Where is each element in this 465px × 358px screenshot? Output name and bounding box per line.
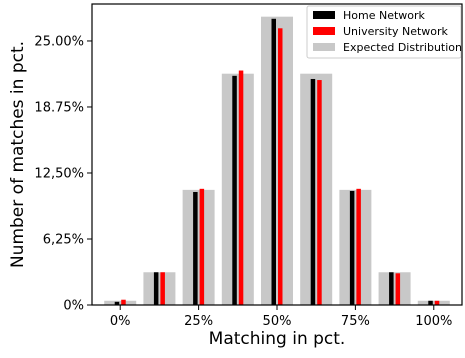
bar-home-network xyxy=(310,78,316,305)
bar-expected-distribution xyxy=(339,189,372,305)
legend: Home Network University Network Expected D… xyxy=(306,5,462,59)
bar-expected-distribution xyxy=(182,189,215,305)
legend-box xyxy=(306,5,462,59)
bar-home-network xyxy=(153,272,159,305)
legend-label: Home Network xyxy=(343,9,426,22)
bar-expected-distribution xyxy=(261,16,293,306)
bar-university-network xyxy=(199,188,205,305)
bar-university-network xyxy=(121,299,126,305)
tick-layer: 0% 6,25% 12,50% 18.75% 25.00% 0% 25% 50% 75% 100% xyxy=(34,34,452,329)
bar-university-network xyxy=(434,300,440,305)
bar-university-network xyxy=(395,273,401,305)
legend-swatch xyxy=(313,11,335,19)
x-tick-label: 100% xyxy=(415,314,452,329)
y-tick-label: 0% xyxy=(63,299,84,314)
bar-home-network xyxy=(232,75,237,306)
y-tick-label: 25.00% xyxy=(34,34,84,49)
bar-university-network xyxy=(356,188,361,305)
bar-expected-distribution xyxy=(221,73,254,305)
bar-layer xyxy=(104,16,450,306)
bar-home-network xyxy=(114,301,120,305)
legend-swatch xyxy=(313,43,335,51)
bar-home-network xyxy=(428,300,433,305)
y-tick-label: 12,50% xyxy=(34,166,84,181)
legend-label: Expected Distribution xyxy=(343,41,462,54)
bar-home-network xyxy=(193,191,198,305)
legend-label: University Network xyxy=(343,25,449,38)
x-tick-label: 25% xyxy=(184,314,213,329)
bar-home-network xyxy=(349,190,355,305)
y-tick-label: 6,25% xyxy=(43,232,84,247)
y-axis-label: Number of matches in pct. xyxy=(8,41,28,268)
x-tick-label: 0% xyxy=(110,314,131,329)
bar-expected-distribution xyxy=(143,272,176,305)
bar-expected-distribution xyxy=(104,300,137,305)
bar-home-network xyxy=(271,18,276,306)
x-tick-label: 50% xyxy=(263,314,292,329)
x-tick-label: 75% xyxy=(341,314,370,329)
y-tick-label: 18.75% xyxy=(34,100,84,115)
bar-home-network xyxy=(389,272,394,305)
x-axis-label: Matching in pct. xyxy=(209,329,346,349)
bar-university-network xyxy=(317,80,322,305)
bar-university-network xyxy=(238,70,244,306)
bar-expected-distribution xyxy=(300,73,333,305)
bar-expected-distribution xyxy=(417,300,450,305)
bar-expected-distribution xyxy=(378,272,411,305)
bar-university-network xyxy=(160,272,165,305)
legend-swatch xyxy=(313,27,335,35)
bar-university-network xyxy=(278,28,283,305)
